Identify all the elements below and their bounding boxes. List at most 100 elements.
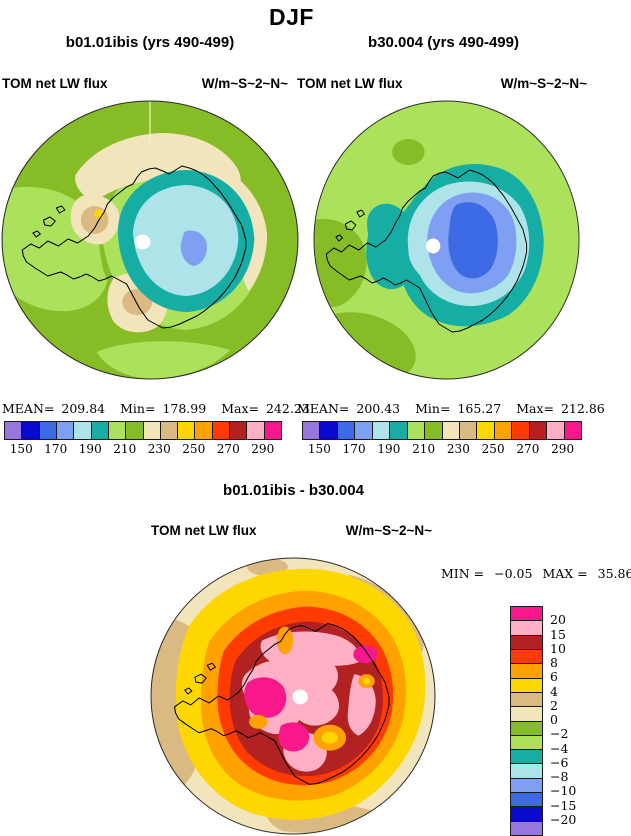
colorbar-cell-darkblue <box>320 422 338 439</box>
colorbar-diff <box>510 606 543 836</box>
map1-pole-dot <box>134 234 151 250</box>
colorbar-tick-label: −8 <box>550 768 569 784</box>
colorbar-cell-yellow <box>511 678 542 693</box>
panel-left-header: TOM net LW flux W/m~S~2~N~ <box>2 76 288 91</box>
map1-region-tan-west <box>80 206 109 234</box>
stats-right-max-value: 212.86 <box>560 401 605 416</box>
colorbar-tick-label: −6 <box>550 754 569 770</box>
colorbar-tick-label: 20 <box>550 612 566 627</box>
colorbar-cell-yellow <box>477 422 495 439</box>
panel-diff-subtitle: b01.01ibis - b30.004 <box>223 482 364 499</box>
map1-region-tan-south <box>122 289 153 315</box>
stats-left-min-value: 178.99 <box>162 401 207 416</box>
colorbar-tick-label: 230 <box>446 442 470 456</box>
map2-pole-dot <box>425 238 441 254</box>
colorbar-cell-orange <box>511 664 542 679</box>
colorbar-cell-teal <box>91 422 109 439</box>
colorbar-tick-label: 8 <box>550 654 558 670</box>
colorbar-tick-label: 290 <box>551 442 575 456</box>
diff-max-label: MAX = <box>542 566 588 581</box>
stats-left-mean-value: 209.84 <box>61 401 106 416</box>
colorbar-tick-label: 150 <box>307 442 331 456</box>
colorbar-cell-cream <box>511 707 542 722</box>
panel-right-header: TOM net LW flux W/m~S~2~N~ <box>297 76 587 91</box>
colorbar-cell-magenta <box>264 422 281 439</box>
map1-region-yellow-spot <box>94 209 104 219</box>
colorbar-cell-teal <box>511 750 542 765</box>
colorbar-cell-magenta <box>511 607 542 622</box>
colorbar-right-ticks: 150 170 190 210 230 250 270 290 <box>302 442 580 456</box>
page-title: DJF <box>269 4 314 30</box>
panel-diff-header: TOM net LW flux W/m~S~2~N~ <box>151 523 432 538</box>
colorbar-cell-royal <box>337 422 356 439</box>
map1-region-cream-crescent <box>75 133 241 202</box>
stats-left-min-label: Min= <box>120 401 156 416</box>
colorbar-cell-redorange <box>212 422 231 439</box>
stats-left-max-value: 242.23 <box>265 401 310 416</box>
colorbar-cell-pink <box>547 422 565 439</box>
colorbar-tick-label: 150 <box>9 442 33 456</box>
colorbar-cell-redorange <box>512 422 530 439</box>
colorbar-tick-label: 0 <box>550 711 558 727</box>
diff-min-label: MIN = <box>441 566 485 581</box>
colorbar-tick-label: 6 <box>550 669 558 684</box>
colorbar-tick-label: 230 <box>147 442 171 456</box>
colorbar-diff-ticks: 20 15 10 8 6 4 2 0 −2 −4 −6 −8 −10 −15 −20 <box>542 606 586 834</box>
colorbar-cell-tan <box>511 692 542 708</box>
stats-right-min-value: 165.27 <box>457 401 502 416</box>
stats-right-min-label: Min= <box>415 401 451 416</box>
colorbar-tick-label: 170 <box>44 442 68 456</box>
colorbar-tick-label: 210 <box>113 442 137 456</box>
stats-left-mean-label: MEAN= <box>2 401 55 416</box>
colorbar-tick-label: 190 <box>377 442 401 456</box>
colorbar-cell-yellow <box>178 422 196 439</box>
stats-right-mean-value: 200.43 <box>356 401 401 416</box>
map-b01-01ibis <box>1 100 299 380</box>
colorbar-cell-darkblue <box>511 807 542 822</box>
colorbar-tick-label: 250 <box>481 442 505 456</box>
colorbar-cell-olive <box>511 721 542 736</box>
colorbar-tick-label: 10 <box>550 640 566 656</box>
colorbar-tick-label: −2 <box>550 726 569 741</box>
colorbar-cell-royal <box>39 422 57 439</box>
colorbar-left-ticks: 150 170 190 210 230 250 270 290 <box>4 442 280 456</box>
colorbar-tick-label: −20 <box>550 811 577 827</box>
colorbar-tick-label: −10 <box>550 783 577 798</box>
panel-right-field-label: TOM net LW flux <box>297 76 403 91</box>
colorbar-cell-cream <box>442 422 460 439</box>
colorbar-tick-label: 210 <box>412 442 436 456</box>
colorbar-tick-label: −15 <box>550 797 577 813</box>
colorbar-cell-cornflower <box>511 778 542 794</box>
stats-right-max-label: Max= <box>516 401 554 416</box>
colorbar-cell-purple <box>511 821 542 835</box>
panel-left-units-label: W/m~S~2~N~ <box>201 76 288 91</box>
colorbar-cell-palecyan <box>372 422 391 439</box>
map3-spot-yellow-south <box>321 731 338 744</box>
panel-left-subtitle: b01.01ibis (yrs 490-499) <box>65 34 235 51</box>
colorbar-cell-cornflower <box>355 422 373 439</box>
colorbar-left <box>4 421 282 440</box>
stats-left-max-label: Max= <box>221 401 259 416</box>
colorbar-cell-tan <box>459 422 478 439</box>
colorbar-tick-label: 4 <box>550 683 558 699</box>
colorbar-cell-magenta <box>564 422 581 439</box>
colorbar-cell-teal <box>390 422 408 439</box>
diff-max-value: 35.86 <box>597 566 631 581</box>
map3-region-magenta-west <box>244 677 287 718</box>
stats-left: MEAN= 209.84 Min= 178.99 Max= 242.23 <box>2 401 325 416</box>
colorbar-tick-label: 290 <box>251 442 275 456</box>
colorbar-cell-darkblue <box>22 422 40 439</box>
colorbar-tick-label: 15 <box>550 626 566 642</box>
diff-minmax: MIN = −0.05 MAX = 35.86 <box>441 566 631 581</box>
map2-region-olive-top <box>392 139 425 165</box>
colorbar-cell-orange <box>195 422 213 439</box>
map-difference <box>150 557 436 835</box>
colorbar-tick-label: −4 <box>550 740 569 756</box>
map3-region-pink-east <box>347 674 376 736</box>
colorbar-cell-tan <box>160 422 179 439</box>
colorbar-cell-lightgreen <box>407 422 426 439</box>
colorbar-cell-pink <box>247 422 265 439</box>
colorbar-cell-palecyan <box>74 422 92 439</box>
colorbar-tick-label: 190 <box>78 442 102 456</box>
